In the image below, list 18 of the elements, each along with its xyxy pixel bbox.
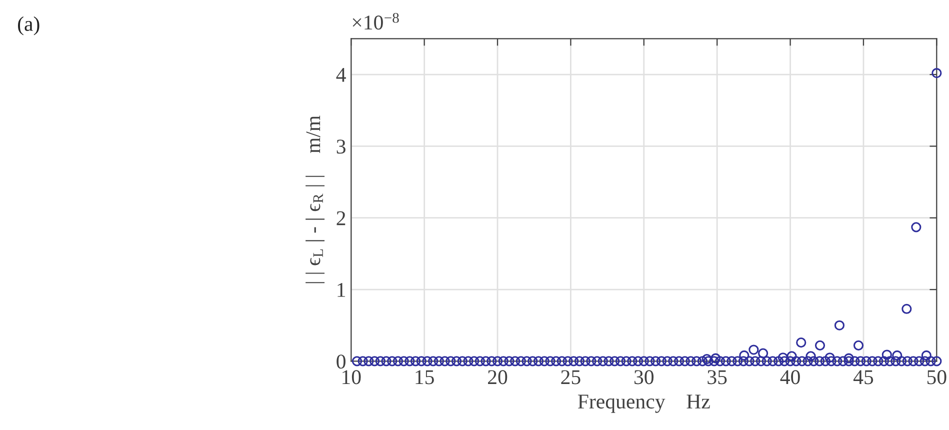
x-axis-title: Frequency Hz	[578, 394, 710, 413]
y-tick-label: 1	[338, 283, 346, 297]
text: ×10$^{−8}$	[352, 12, 399, 30]
text: (a)	[18, 16, 40, 36]
x-tick-label: 15	[416, 370, 434, 384]
x-tick-label: 40	[780, 370, 800, 384]
x-tick-label: 45	[853, 370, 874, 384]
y-axis-title: | | ϵ$_{L}$ | - | ϵ$_{R}$ | | m/m	[306, 116, 325, 284]
x-tick-label: 20	[488, 370, 508, 384]
x-tick-label: 25	[561, 370, 580, 384]
y-tick-label: 4	[336, 68, 346, 82]
y-tick-label: 2	[336, 211, 346, 226]
x-tick-label: 50	[927, 370, 946, 384]
y-tick-label: 0	[336, 354, 346, 369]
y-tick-label: 3	[336, 140, 346, 154]
x-tick-label: 35	[708, 370, 727, 384]
x-tick-label: 30	[634, 370, 654, 384]
x-tick-label: 10	[342, 370, 361, 384]
